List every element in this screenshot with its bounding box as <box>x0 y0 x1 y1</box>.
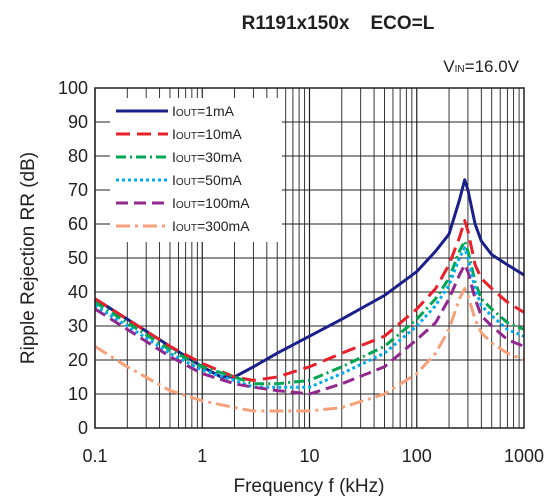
legend-label-rest: =30mA <box>197 149 242 165</box>
y-axis-label: Ripple Rejection RR (dB) <box>18 152 39 364</box>
legend-label-sub: OUT <box>176 108 197 119</box>
legend-label-5: IOUT=100mA <box>172 195 250 211</box>
tick-labels: 0.1 1 10 100 1000 0 10 20 30 40 50 60 70 80 90 100 <box>58 78 544 466</box>
legend-label-main: I <box>172 172 176 188</box>
legend-label-rest: =1mA <box>197 103 235 119</box>
y-tick-label: 70 <box>68 180 88 200</box>
legend-label-main: I <box>172 149 176 165</box>
x-tick-label: 0.1 <box>82 446 107 466</box>
legend-label-sub: OUT <box>176 200 197 211</box>
legend-label-sub: OUT <box>176 154 197 165</box>
y-tick-label: 100 <box>58 78 88 98</box>
legend-label-sub: OUT <box>176 223 197 234</box>
series-line-2 <box>94 219 525 382</box>
series-line-5 <box>94 263 525 396</box>
y-tick-label: 30 <box>68 316 88 336</box>
y-tick-label: 20 <box>68 350 88 370</box>
series-line-6 <box>94 287 525 413</box>
legend-label-main: I <box>172 218 176 234</box>
legend-label-4: IOUT=50mA <box>172 172 242 188</box>
plot-frame <box>94 87 525 429</box>
series-line-4 <box>94 246 525 389</box>
x-tick-label: 1 <box>197 446 207 466</box>
legend-label-rest: =300mA <box>197 218 250 234</box>
y-tick-label: 0 <box>78 418 88 438</box>
legend-label-6: IOUT=300mA <box>172 218 250 234</box>
legend-label-main: I <box>172 103 176 119</box>
legend-label-rest: =50mA <box>197 172 242 188</box>
y-tick-label: 10 <box>68 384 88 404</box>
y-tick-label: 40 <box>68 282 88 302</box>
y-tick-label: 60 <box>68 214 88 234</box>
series-line-3 <box>94 239 525 386</box>
x-axis-label: Frequency f (kHz) <box>234 476 385 497</box>
legend-label-sub: OUT <box>176 131 197 142</box>
legend-label-rest: =10mA <box>197 126 242 142</box>
x-tick-label: 100 <box>402 446 432 466</box>
legend: IOUT=1mAIOUT=10mAIOUT=30mAIOUT=50mAIOUT=… <box>110 98 282 242</box>
legend-label-1: IOUT=1mA <box>172 103 235 119</box>
input-voltage-condition: VIN=16.0V <box>443 57 519 76</box>
input-voltage-condition-sub: IN <box>455 64 465 75</box>
legend-label-main: I <box>172 126 176 142</box>
y-tick-label: 80 <box>68 146 88 166</box>
legend-label-rest: =100mA <box>197 195 250 211</box>
legend-label-2: IOUT=10mA <box>172 126 242 142</box>
legend-label-main: I <box>172 195 176 211</box>
chart-title: R1191x150x ECO=L <box>242 13 435 34</box>
input-voltage-condition-rest: =16.0V <box>465 57 520 76</box>
y-tick-label: 50 <box>68 248 88 268</box>
data-curves <box>94 178 525 413</box>
x-tick-label: 1000 <box>504 446 544 466</box>
input-voltage-condition-main: V <box>443 57 455 76</box>
legend-background <box>110 98 282 242</box>
legend-label-sub: OUT <box>176 177 197 188</box>
legend-label-3: IOUT=30mA <box>172 149 242 165</box>
y-tick-label: 90 <box>68 112 88 132</box>
x-tick-label: 10 <box>299 446 319 466</box>
